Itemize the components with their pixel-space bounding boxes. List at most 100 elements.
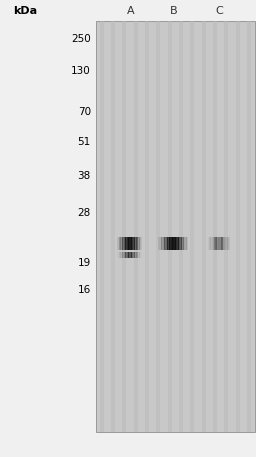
Bar xyxy=(134,252,135,258)
Bar xyxy=(125,237,126,250)
Bar xyxy=(186,237,187,250)
Bar xyxy=(141,252,142,258)
Bar xyxy=(131,252,132,258)
Bar xyxy=(137,237,138,250)
Bar xyxy=(236,21,240,432)
Bar xyxy=(174,237,175,250)
Bar xyxy=(158,237,159,250)
Bar xyxy=(128,237,129,250)
Text: A: A xyxy=(127,6,134,16)
Bar xyxy=(168,21,172,432)
Bar xyxy=(170,237,171,250)
Bar xyxy=(122,237,123,250)
Bar xyxy=(134,237,135,250)
Bar xyxy=(135,252,136,258)
Bar xyxy=(100,21,104,432)
Bar xyxy=(209,237,210,250)
Bar xyxy=(247,21,251,432)
Text: B: B xyxy=(170,6,178,16)
Bar xyxy=(180,237,181,250)
Bar xyxy=(128,237,129,250)
Bar xyxy=(209,237,210,250)
Bar xyxy=(181,237,182,250)
Bar xyxy=(160,237,161,250)
Bar xyxy=(163,237,164,250)
Bar xyxy=(222,237,223,250)
Bar xyxy=(187,237,188,250)
Bar xyxy=(118,237,119,250)
Bar xyxy=(216,237,217,250)
Text: 16: 16 xyxy=(78,285,91,295)
Bar xyxy=(213,237,214,250)
Bar xyxy=(216,237,217,250)
Bar xyxy=(229,237,230,250)
Bar xyxy=(138,237,139,250)
Bar xyxy=(184,237,185,250)
Bar xyxy=(139,252,140,258)
Bar xyxy=(119,237,120,250)
Bar xyxy=(225,237,226,250)
Bar xyxy=(124,252,125,258)
Bar xyxy=(121,252,122,258)
Bar xyxy=(129,237,130,250)
Bar xyxy=(127,252,128,258)
Bar xyxy=(130,237,131,250)
Bar xyxy=(125,252,126,258)
Bar xyxy=(213,237,214,250)
Bar xyxy=(215,237,216,250)
Bar xyxy=(211,237,212,250)
Bar xyxy=(225,21,228,432)
Bar xyxy=(161,237,162,250)
Bar xyxy=(182,237,183,250)
Bar xyxy=(123,252,124,258)
Bar xyxy=(226,237,227,250)
Bar xyxy=(139,237,140,250)
Bar xyxy=(164,237,165,250)
Bar xyxy=(214,237,215,250)
Bar xyxy=(227,237,228,250)
Bar xyxy=(218,237,219,250)
Bar xyxy=(156,21,160,432)
Bar xyxy=(132,237,133,250)
Bar xyxy=(185,237,186,250)
Bar xyxy=(121,237,122,250)
Bar xyxy=(119,252,120,258)
Text: 250: 250 xyxy=(71,34,91,44)
Bar xyxy=(137,252,138,258)
Bar xyxy=(138,252,139,258)
Bar xyxy=(134,237,135,250)
Bar xyxy=(122,252,123,258)
Bar xyxy=(180,237,182,250)
Bar xyxy=(169,237,170,250)
Bar xyxy=(127,237,128,250)
Text: 38: 38 xyxy=(78,171,91,181)
Text: C: C xyxy=(215,6,223,16)
Bar xyxy=(164,237,165,250)
Bar xyxy=(128,252,129,258)
Bar xyxy=(217,237,218,250)
Bar xyxy=(126,237,127,250)
Text: 51: 51 xyxy=(78,137,91,147)
Bar xyxy=(173,237,174,250)
Bar xyxy=(141,237,142,250)
Text: 130: 130 xyxy=(71,66,91,76)
Bar xyxy=(227,237,228,250)
Bar xyxy=(137,252,138,258)
Bar xyxy=(134,252,135,258)
Bar xyxy=(123,237,124,250)
Bar xyxy=(134,21,138,432)
Bar xyxy=(135,237,136,250)
Bar xyxy=(226,237,227,250)
Bar xyxy=(229,237,230,250)
Bar xyxy=(175,237,176,250)
Bar xyxy=(139,237,140,250)
Bar xyxy=(120,237,121,250)
Bar xyxy=(224,237,225,250)
Bar xyxy=(111,21,115,432)
Bar xyxy=(132,252,133,258)
Bar xyxy=(96,21,255,432)
Bar xyxy=(190,21,194,432)
Bar xyxy=(169,237,170,250)
Bar xyxy=(162,237,163,250)
Bar xyxy=(130,252,131,258)
